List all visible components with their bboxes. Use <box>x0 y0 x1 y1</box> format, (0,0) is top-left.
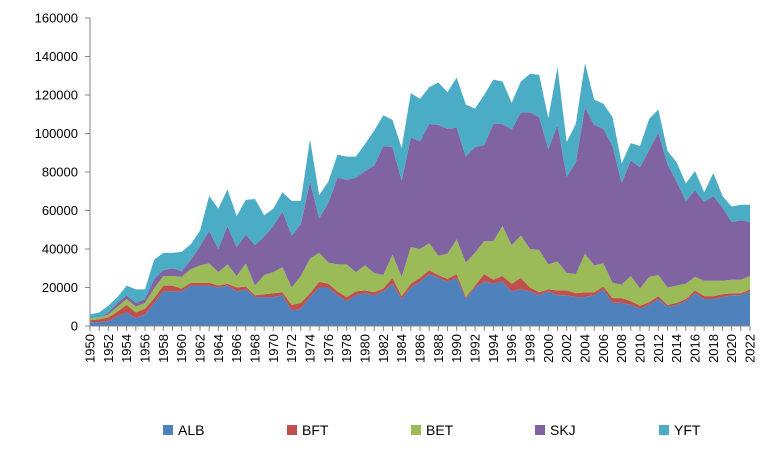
legend-swatch-skj <box>535 425 545 435</box>
x-tick-label: 1990 <box>449 334 464 363</box>
x-tick-label: 1978 <box>339 334 354 363</box>
x-tick-label: 1958 <box>156 334 171 363</box>
x-tick-label: 2000 <box>541 334 556 363</box>
y-tick-label: 60000 <box>42 203 78 218</box>
y-tick-label: 0 <box>71 319 78 334</box>
x-tick-label: 1984 <box>394 334 409 363</box>
x-tick-label: 1996 <box>504 334 519 363</box>
x-tick-label: 2010 <box>633 334 648 363</box>
x-tick-label: 1994 <box>486 334 501 363</box>
x-tick-label: 2016 <box>688 334 703 363</box>
x-tick-label: 1988 <box>431 334 446 363</box>
x-tick-label: 2018 <box>706 334 721 363</box>
x-tick-label: 2006 <box>596 334 611 363</box>
y-tick-label: 160000 <box>35 11 78 26</box>
x-tick-label: 1998 <box>523 334 538 363</box>
x-tick-label: 2014 <box>669 334 684 363</box>
y-tick-label: 120000 <box>35 88 78 103</box>
x-tick-label: 2022 <box>743 334 758 363</box>
legend-label-alb: ALB <box>178 422 204 438</box>
series-area-yft <box>90 63 750 319</box>
legend-swatch-yft <box>659 425 669 435</box>
x-tick-label: 2020 <box>724 334 739 363</box>
x-tick-label: 1950 <box>83 334 98 363</box>
x-tick-label: 2004 <box>578 334 593 363</box>
y-tick-label: 40000 <box>42 242 78 257</box>
series-area-skj <box>90 107 750 319</box>
x-tick-label: 2002 <box>559 334 574 363</box>
x-tick-label: 1966 <box>229 334 244 363</box>
x-tick-label: 1970 <box>266 334 281 363</box>
legend-label-yft: YFT <box>674 422 701 438</box>
y-tick-label: 140000 <box>35 49 78 64</box>
x-tick-label: 1992 <box>468 334 483 363</box>
x-tick-label: 1954 <box>119 334 134 363</box>
x-tick-label: 1976 <box>321 334 336 363</box>
x-tick-label: 1972 <box>284 334 299 363</box>
x-tick-label: 1964 <box>211 334 226 363</box>
x-tick-label: 1956 <box>138 334 153 363</box>
x-tick-label: 1952 <box>101 334 116 363</box>
x-tick-label: 1974 <box>303 334 318 363</box>
legend-label-skj: SKJ <box>550 422 576 438</box>
axes-layer: 0 20000 40000 60000 80000 100000 120000 140000 1… <box>35 11 758 363</box>
legend-label-bft: BFT <box>302 422 329 438</box>
y-tick-label: 20000 <box>42 280 78 295</box>
x-tick-label: 1982 <box>376 334 391 363</box>
legend-swatch-bft <box>287 425 297 435</box>
legend-swatch-alb <box>163 425 173 435</box>
legend: ALB BFT BET SKJ YFT <box>163 422 701 438</box>
x-tick-label: 1986 <box>413 334 428 363</box>
y-tick-label: 80000 <box>42 165 78 180</box>
legend-swatch-bet <box>411 425 421 435</box>
x-tick-label: 1960 <box>174 334 189 363</box>
x-tick-label: 1980 <box>358 334 373 363</box>
legend-label-bet: BET <box>426 422 454 438</box>
x-tick-label: 1968 <box>248 334 263 363</box>
series-area-alb <box>90 274 750 326</box>
areas-layer <box>90 63 750 326</box>
x-tick-label: 2012 <box>651 334 666 363</box>
x-tick-label: 2008 <box>614 334 629 363</box>
series-area-bft <box>90 270 750 323</box>
y-tick-label: 100000 <box>35 126 78 141</box>
series-area-bet <box>90 225 750 321</box>
x-tick-label: 1962 <box>193 334 208 363</box>
